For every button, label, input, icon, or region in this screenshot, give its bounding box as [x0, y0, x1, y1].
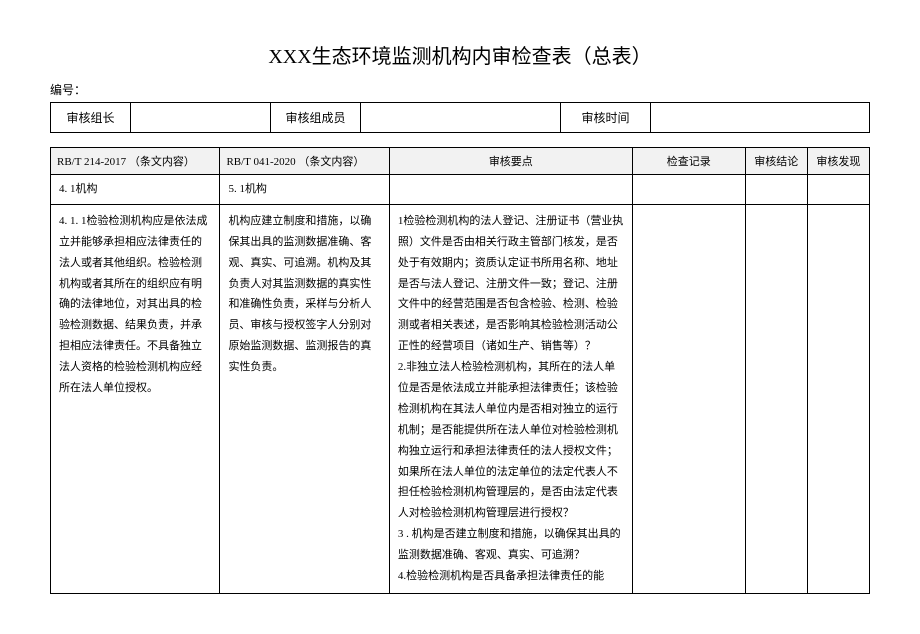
section-c6: [807, 175, 869, 205]
row1-c2: 机构应建立制度和措施，以确保其出具的监测数据准确、客观、真实、可追溯。机构及其负…: [220, 204, 389, 593]
section-c2: 5. 1机构: [220, 175, 389, 205]
members-label: 审核组成员: [271, 103, 361, 133]
members-value: [361, 103, 561, 133]
main-table: RB/T 214-2017 （条文内容） RB/T 041-2020 （条文内容…: [50, 147, 870, 594]
row1-c1: 4. 1. 1检验检测机构应是依法成立并能够承担相应法律责任的法人或者其他组织。…: [51, 204, 220, 593]
time-label: 审核时间: [561, 103, 651, 133]
col-header-6: 审核发现: [807, 148, 869, 175]
section-c5: [745, 175, 807, 205]
section-c4: [632, 175, 745, 205]
row1-c5: [745, 204, 807, 593]
col-header-3: 审核要点: [389, 148, 632, 175]
leader-label: 审核组长: [51, 103, 131, 133]
row1-c6: [807, 204, 869, 593]
time-value: [651, 103, 870, 133]
col-header-4: 检查记录: [632, 148, 745, 175]
doc-number-label: 编号：: [50, 81, 870, 98]
row1-c3: 1检验检测机构的法人登记、注册证书（营业执照）文件是否由相关行政主管部门核发，是…: [389, 204, 632, 593]
page-title: XXX生态环境监测机构内审检查表（总表）: [50, 40, 870, 69]
col-header-1: RB/T 214-2017 （条文内容）: [51, 148, 220, 175]
section-c1: 4. 1机构: [51, 175, 220, 205]
table-row: 4. 1. 1检验检测机构应是依法成立并能够承担相应法律责任的法人或者其他组织。…: [51, 204, 870, 593]
col-header-2: RB/T 041-2020 （条文内容）: [220, 148, 389, 175]
row1-c4: [632, 204, 745, 593]
col-header-5: 审核结论: [745, 148, 807, 175]
leader-value: [131, 103, 271, 133]
header-table: 审核组长 审核组成员 审核时间: [50, 102, 870, 133]
section-row: 4. 1机构 5. 1机构: [51, 175, 870, 205]
table-header-row: RB/T 214-2017 （条文内容） RB/T 041-2020 （条文内容…: [51, 148, 870, 175]
section-c3: [389, 175, 632, 205]
